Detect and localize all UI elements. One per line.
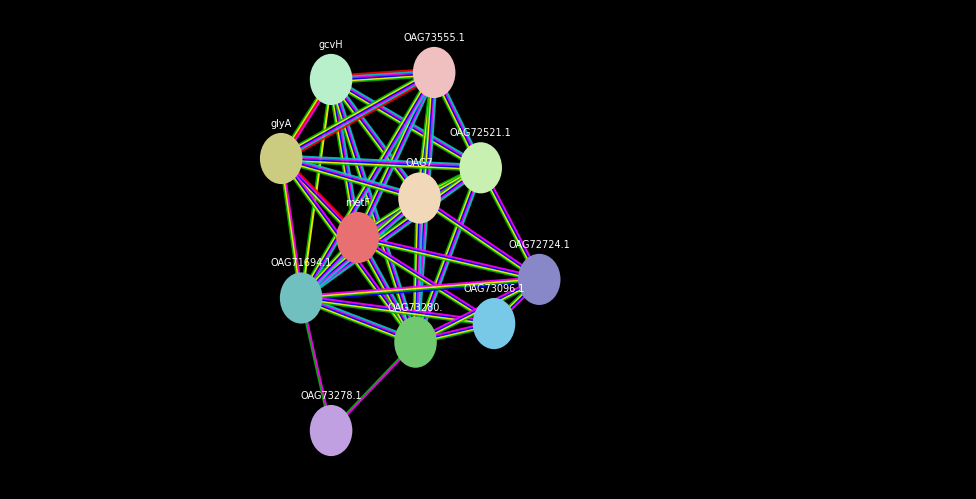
Ellipse shape: [394, 316, 437, 368]
Ellipse shape: [460, 142, 502, 194]
Text: OAG73278.1: OAG73278.1: [301, 391, 362, 401]
Text: OAG73280.: OAG73280.: [387, 302, 443, 312]
Text: gcvH: gcvH: [319, 40, 344, 50]
Text: OAG72521.1: OAG72521.1: [450, 128, 511, 138]
Ellipse shape: [260, 133, 303, 184]
Text: OAG73555.1: OAG73555.1: [403, 33, 465, 43]
Ellipse shape: [398, 173, 441, 224]
Text: OAG7: OAG7: [406, 159, 433, 169]
Ellipse shape: [518, 254, 560, 305]
Text: glyA: glyA: [270, 119, 292, 129]
Text: OAG71694.1: OAG71694.1: [270, 258, 332, 268]
Ellipse shape: [309, 405, 352, 456]
Text: OAG72724.1: OAG72724.1: [508, 240, 570, 250]
Text: OAG73096.1: OAG73096.1: [464, 284, 525, 294]
Ellipse shape: [309, 54, 352, 105]
Ellipse shape: [280, 272, 322, 323]
Ellipse shape: [413, 47, 456, 98]
Text: metF: metF: [346, 198, 370, 208]
Ellipse shape: [337, 212, 379, 263]
Ellipse shape: [472, 298, 515, 349]
